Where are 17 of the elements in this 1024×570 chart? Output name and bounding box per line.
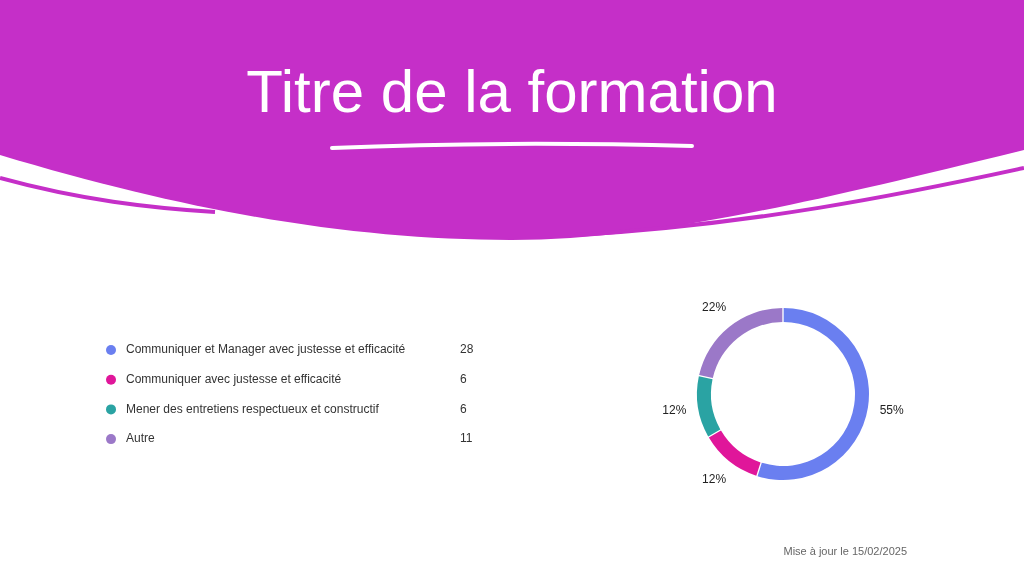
text: 55% [879,403,904,418]
donut-slice [757,308,869,480]
data-label: 6 [460,371,467,386]
chart-title: Titre de la formation [246,58,778,125]
data-label: 28 [460,342,474,357]
data-label: 11 [460,431,473,446]
legend-label: Autre [126,431,156,446]
donut-slice [697,376,721,437]
text: 12% [702,471,727,486]
legend-label: Communiquer et Manager avec justesse et efficacité [126,342,406,357]
legend-label: Communiquer avec justesse et efficacité [126,371,342,386]
legend-label: Mener des entretiens respectueux et constructif [126,401,380,416]
donut-slice [708,430,761,476]
data-label: 6 [460,401,467,416]
text: 22% [702,300,727,315]
text: Mise à jour le 15/02/2025 [783,545,907,557]
text: 12% [662,403,687,418]
